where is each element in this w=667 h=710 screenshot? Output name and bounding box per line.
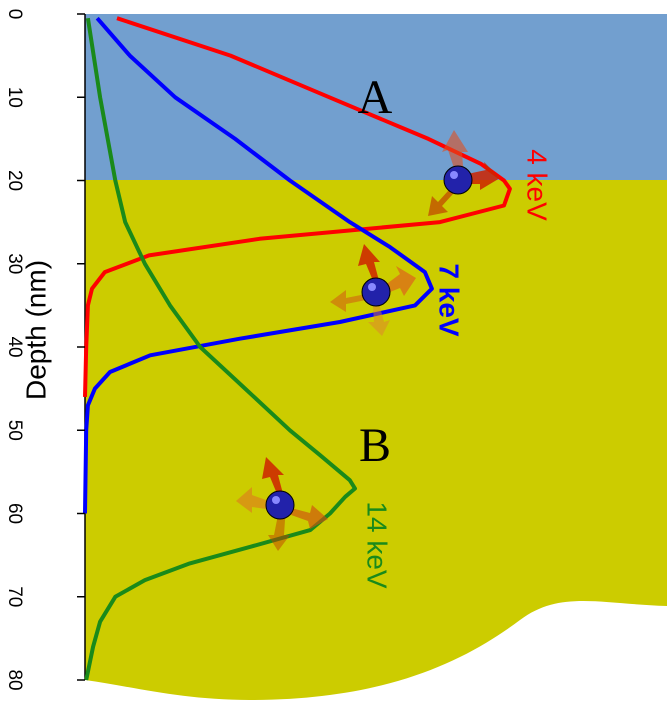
y-tick-label: 60 xyxy=(4,503,25,524)
series-label: 14 keV xyxy=(362,501,393,588)
annotation: A xyxy=(358,71,393,124)
y-tick-label: 0 xyxy=(4,9,25,20)
y-tick-label: 50 xyxy=(4,420,25,441)
y-tick-label: 70 xyxy=(4,586,25,607)
y-axis-label: Depth (nm) xyxy=(20,260,51,400)
y-tick-label: 10 xyxy=(4,87,25,108)
series-label: 4 keV xyxy=(522,149,553,221)
annotation: B xyxy=(359,419,391,472)
y-tick-label: 20 xyxy=(4,170,25,191)
chart: A B Depth (nm) 0 10 20 30 40 50 60 70 80 4 keV 7 k… xyxy=(0,0,667,710)
y-tick-label: 40 xyxy=(4,336,25,357)
y-tick-label: 30 xyxy=(4,253,25,274)
series-label: 7 keV xyxy=(434,263,465,336)
y-tick-label: 80 xyxy=(4,669,25,690)
